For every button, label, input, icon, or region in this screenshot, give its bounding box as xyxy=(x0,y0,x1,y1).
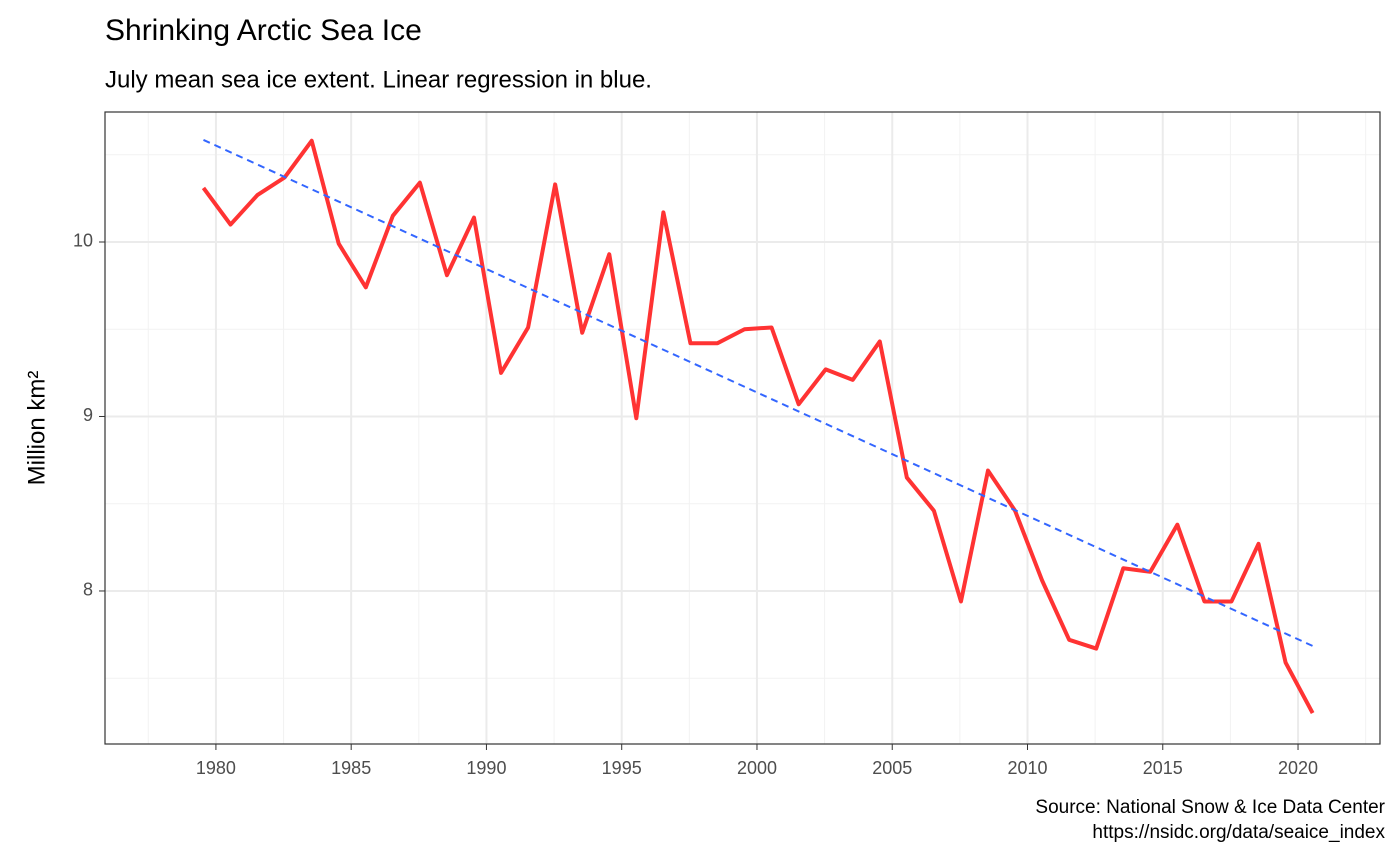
caption: Source: National Snow & Ice Data Center xyxy=(1035,797,1385,818)
x-tick-label: 2015 xyxy=(1143,758,1183,778)
x-tick-label: 1995 xyxy=(602,758,642,778)
x-tick-label: 1985 xyxy=(331,758,371,778)
caption: https://nsidc.org/data/seaice_index xyxy=(1092,822,1385,843)
x-tick-label: 2005 xyxy=(872,758,912,778)
y-tick-label: 9 xyxy=(83,405,93,425)
x-tick-label: 2000 xyxy=(737,758,777,778)
chart-title: Shrinking Arctic Sea Ice xyxy=(105,14,422,47)
x-tick-label: 2010 xyxy=(1007,758,1047,778)
data-line xyxy=(201,138,1315,715)
x-tick-label: 2020 xyxy=(1278,758,1318,778)
x-tick-label: 1980 xyxy=(196,758,236,778)
y-axis-label: Million km² xyxy=(23,371,50,486)
plot-border xyxy=(104,111,1381,745)
y-tick-label: 10 xyxy=(73,231,93,251)
chart-subtitle: July mean sea ice extent. Linear regress… xyxy=(105,66,652,93)
x-tick-label: 1990 xyxy=(466,758,506,778)
y-tick-label: 8 xyxy=(83,580,93,600)
trend-line xyxy=(203,139,1314,647)
